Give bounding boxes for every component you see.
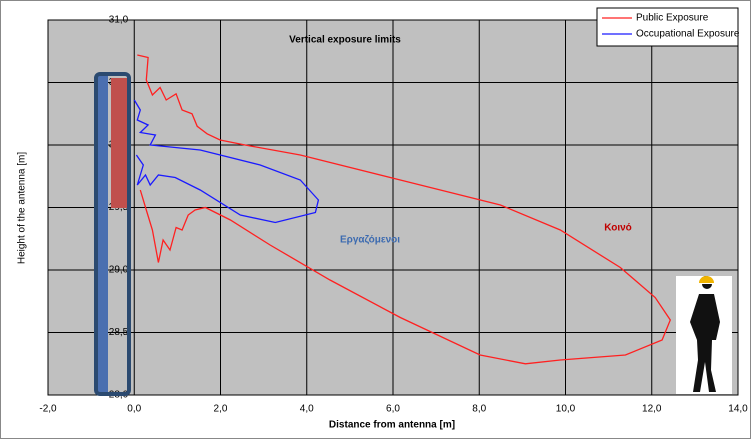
antenna-outline <box>94 72 131 396</box>
series-line <box>137 54 672 365</box>
legend-label: Occupational Exposure <box>636 29 740 40</box>
x-tick-label: 0,0 <box>127 404 141 415</box>
annotation: Κοινό <box>604 223 632 234</box>
x-tick-label: 6,0 <box>386 404 400 415</box>
x-tick-label: 12,0 <box>642 404 662 415</box>
legend-label: Public Exposure <box>636 13 709 24</box>
worker-hat <box>699 276 714 283</box>
antenna-mast <box>98 76 108 392</box>
worker-icon <box>690 276 720 392</box>
x-tick-label: 14,0 <box>728 404 748 415</box>
chart-title: Vertical exposure limits <box>289 35 401 46</box>
series-line <box>133 99 320 224</box>
x-axis-label: Distance from antenna [m] <box>329 420 455 431</box>
legend: Public Exposure Occupational Exposure <box>596 7 740 47</box>
y-tick-label: 29,0 <box>109 265 129 276</box>
x-tick-label: -2,0 <box>39 404 57 415</box>
y-axis-label: Height of the antenna [m] <box>17 152 28 265</box>
x-tick-label: 4,0 <box>300 404 314 415</box>
antenna-panel <box>111 78 127 208</box>
legend-box <box>596 7 739 47</box>
y-tick-label: 28,5 <box>109 327 129 338</box>
annotation: Εργαζόμενοι <box>340 235 400 246</box>
x-tick-label: 2,0 <box>214 404 228 415</box>
x-tick-label: 10,0 <box>556 404 576 415</box>
x-tick-label: 8,0 <box>472 404 486 415</box>
plot-border <box>47 19 739 396</box>
